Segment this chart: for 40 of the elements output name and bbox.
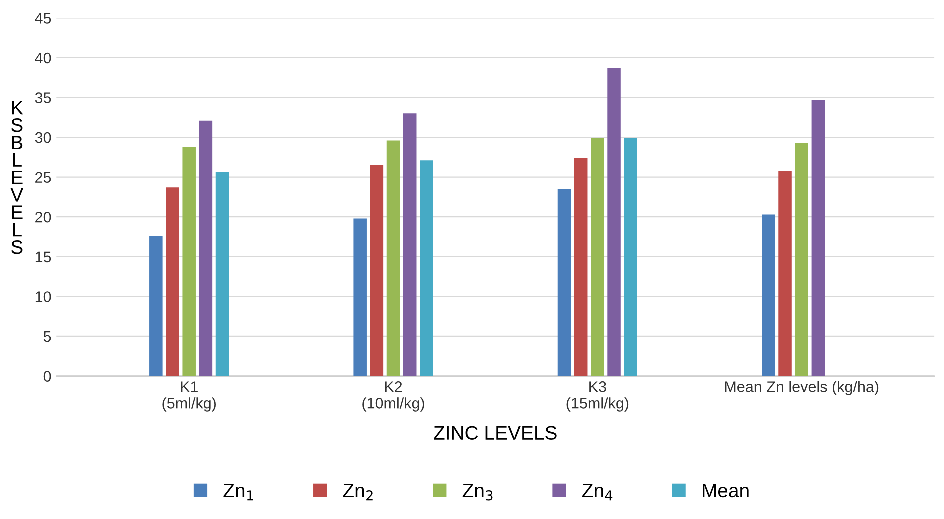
y-tick-label: 25 — [36, 172, 52, 184]
bar — [420, 160, 434, 376]
y-tick-label: 5 — [44, 332, 52, 342]
y-tick-label: 15 — [36, 252, 52, 263]
bar — [778, 170, 792, 376]
bar — [558, 189, 572, 376]
legend-label: Zn$_{4}$ — [582, 484, 613, 501]
x-tick-label: K1 (5ml/kg) — [162, 382, 216, 412]
y-tick-label: 0 — [44, 371, 52, 382]
bar — [386, 140, 400, 376]
bar — [182, 147, 196, 376]
x-tick-label: K3 (15ml/kg) — [566, 382, 629, 412]
y-tick-label: 45 — [35, 13, 52, 24]
y-tick-label: 30 — [35, 132, 52, 144]
bar — [812, 100, 826, 376]
x-axis-title: ZINC LEVELS — [434, 426, 557, 440]
x-tick-label: Mean Zn levels (kg/ha) — [725, 381, 879, 396]
bar — [354, 218, 367, 376]
legend-label: Zn$_{1}$ — [224, 484, 254, 501]
y-tick-label: 35 — [35, 92, 52, 104]
legend-label: Zn$_{2}$ — [343, 484, 373, 501]
bar — [624, 138, 638, 376]
bar — [370, 165, 384, 376]
bar — [216, 172, 230, 376]
y-tick-label: 40 — [35, 52, 52, 64]
legend-label: Zn$_{3}$ — [462, 484, 493, 501]
y-tick-label: 20 — [36, 212, 52, 223]
bar — [795, 143, 808, 376]
bar — [150, 236, 163, 376]
bar — [199, 120, 213, 376]
bar — [591, 138, 604, 376]
bar — [608, 68, 621, 376]
x-tick-label: K2 (10ml/kg) — [362, 382, 424, 412]
bar — [166, 188, 180, 376]
bar — [574, 158, 588, 376]
bar — [403, 114, 417, 376]
y-tick-label: 10 — [36, 292, 52, 302]
text: KSBLEVELS — [10, 101, 24, 254]
bar — [762, 214, 776, 376]
legend-label: Mean — [703, 484, 749, 498]
